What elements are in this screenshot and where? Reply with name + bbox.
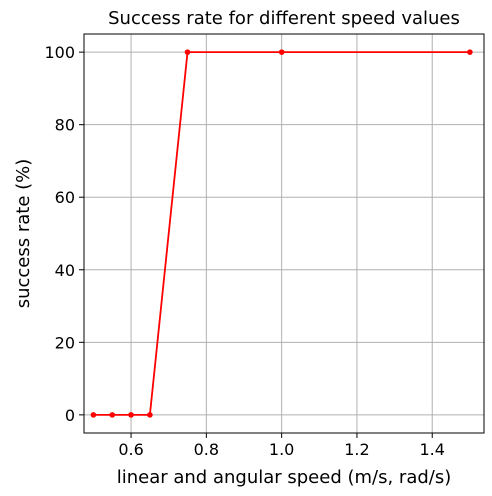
y-ticks: 0 20 40 60 80 100 [44, 43, 84, 425]
x-tick-label: 0.6 [118, 440, 143, 459]
series-layer [90, 49, 473, 418]
x-tick-label: 1.4 [420, 440, 445, 459]
x-ticks: 0.6 0.8 1.0 1.2 1.4 [118, 433, 445, 459]
y-tick-label: 0 [65, 406, 75, 425]
x-tick-label: 1.0 [269, 440, 294, 459]
y-tick-label: 40 [55, 261, 75, 280]
y-tick-label: 20 [55, 333, 75, 352]
data-point [109, 412, 116, 418]
y-axis-label: success rate (%) [13, 159, 34, 309]
x-axis-label: linear and angular speed (m/s, rad/s) [117, 467, 452, 488]
plot-frame [83, 33, 485, 434]
y-tick-label: 60 [55, 188, 75, 207]
grid [84, 34, 484, 433]
chart-title: Success rate for different speed values [108, 8, 460, 29]
x-tick-label: 0.8 [194, 440, 219, 459]
data-point [467, 49, 473, 55]
data-point [278, 49, 285, 55]
data-point [184, 49, 191, 55]
data-point [90, 412, 97, 418]
data-point [147, 412, 153, 418]
y-tick-label: 100 [44, 43, 75, 62]
data-point [128, 412, 134, 418]
x-tick-label: 1.2 [344, 440, 369, 459]
y-tick-label: 80 [55, 116, 75, 135]
